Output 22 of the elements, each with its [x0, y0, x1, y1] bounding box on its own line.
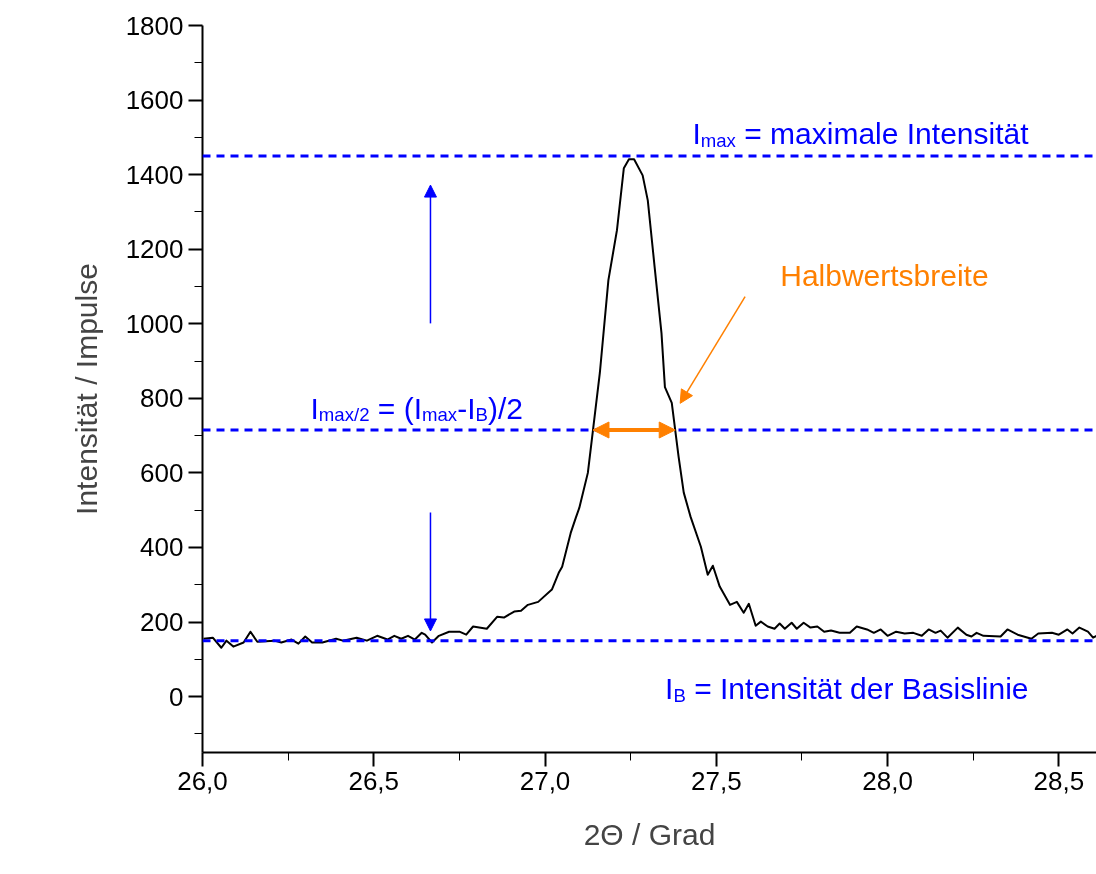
y-tick-label: 1400	[125, 159, 184, 190]
x-tick-label: 27,0	[519, 765, 571, 796]
y-tick-label: 400	[140, 532, 184, 563]
x-tick-label: 26,0	[177, 765, 228, 796]
y-tick-label: 0	[169, 681, 184, 712]
y-tick-label: 800	[140, 383, 184, 414]
y-tick-label: 1000	[125, 308, 184, 339]
y-tick-label: 200	[140, 607, 184, 638]
annotation: Halbwertsbreite	[780, 258, 989, 292]
y-tick-label: 600	[140, 457, 184, 488]
x-axis-title: 2Θ / Grad	[583, 817, 716, 851]
x-tick-label: 28,5	[1033, 765, 1085, 796]
x-tick-label: 26,5	[348, 765, 400, 796]
ref-line-label: Imax = maximale Intensität	[692, 117, 1030, 152]
ref-line-label: Imax/2 = (Imax-IB)/2	[310, 391, 523, 426]
x-tick-label: 28,0	[862, 765, 913, 796]
y-axis-title: Intensität / Impulse	[69, 263, 103, 515]
y-tick-label: 1600	[125, 85, 184, 116]
y-tick-label: 1800	[125, 10, 184, 41]
ref-line-label: IB = Intensität der Basislinie	[665, 672, 1029, 706]
x-tick-label: 27,5	[690, 765, 742, 796]
y-tick-label: 1200	[125, 234, 184, 265]
